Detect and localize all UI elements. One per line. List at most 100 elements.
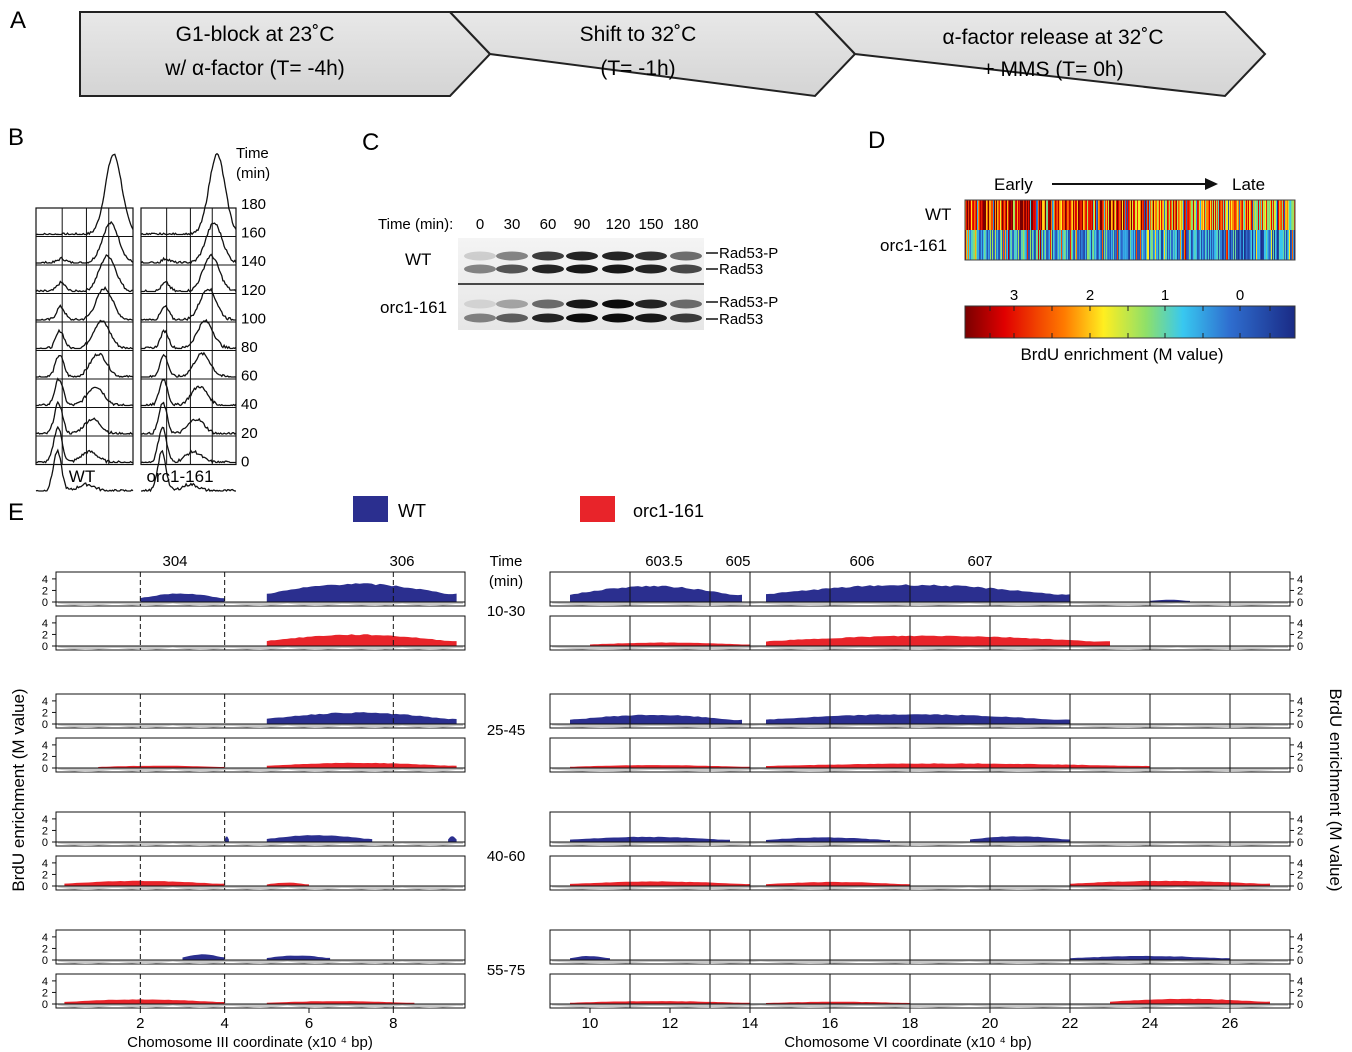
flow-cytometry-profiles bbox=[35, 152, 237, 493]
track-chrIII-wt-3-ytick-0: 0 bbox=[42, 837, 48, 849]
western-time-180: 180 bbox=[673, 216, 698, 233]
tracks-xlabel-left: Chomosome III coordinate (x10 ⁴ bp) bbox=[127, 1034, 373, 1051]
band-orc-rad53-6 bbox=[670, 313, 702, 323]
band-label-rad53p-orc: Rad53-P bbox=[719, 294, 778, 311]
track-chrIII-wt-1-ytick-2: 2 bbox=[42, 585, 48, 597]
track-chrIII-orc-2-ytick-4: 4 bbox=[42, 740, 48, 752]
xtick-chrIII-6: 6 bbox=[305, 1015, 313, 1032]
track-chrVI-orc-4-ytick-2: 2 bbox=[1297, 987, 1303, 999]
track-chrVI-wt-4-ytick-4: 4 bbox=[1297, 932, 1303, 944]
band-wt-rad53-0 bbox=[464, 264, 496, 274]
band-wt-rad53-2 bbox=[532, 264, 564, 274]
tracks-ylabel-right: BrdU enrichment (M value) bbox=[1326, 688, 1345, 891]
track-chrVI-wt-2-ytick-2: 2 bbox=[1297, 707, 1303, 719]
band-orc-rad53-4 bbox=[602, 313, 634, 323]
track-chrIII-orc-2-ytick-0: 0 bbox=[42, 763, 48, 775]
track-chrVI-wt-2-ytick-0: 0 bbox=[1297, 719, 1303, 731]
band-orc-rad53-2 bbox=[532, 313, 564, 323]
band-orc-rad53p-1 bbox=[496, 299, 528, 309]
legend-orc-label: orc1-161 bbox=[633, 501, 704, 521]
band-label-rad53p-wt: Rad53-P bbox=[719, 245, 778, 262]
western-time-values: 0 30 60 90 120 150 180 bbox=[476, 216, 699, 233]
track-chrVI-orc-4-ytick-0: 0 bbox=[1297, 999, 1303, 1011]
band-orc-rad53-1 bbox=[496, 313, 528, 323]
track-chrIII-wt-2: 420 bbox=[42, 693, 466, 731]
brdu-tracks: 4204204204204204204204204204204204204204… bbox=[42, 571, 1303, 1032]
band-orc-rad53p-6 bbox=[670, 299, 702, 309]
flow-time-180: 180 bbox=[241, 196, 266, 213]
track-chrVI-orc-1-ytick-4: 4 bbox=[1297, 618, 1303, 630]
origin-label-606: 606 bbox=[849, 553, 874, 570]
flow-time-label: Time bbox=[236, 145, 269, 162]
xtick-chrVI-24: 24 bbox=[1142, 1015, 1159, 1032]
track-chrIII-wt-3-ytick-4: 4 bbox=[42, 814, 48, 826]
western-time-150: 150 bbox=[638, 216, 663, 233]
xtick-chrVI-12: 12 bbox=[662, 1015, 679, 1032]
track-chrVI-orc-3: 420 bbox=[549, 855, 1303, 893]
track-chrIII-wt-3: 420 bbox=[42, 811, 466, 849]
workflow-step-1-line2: w/ α-factor (T= -4h) bbox=[164, 57, 345, 80]
legend-orc-swatch bbox=[580, 496, 615, 522]
track-chrVI-wt-1-ytick-2: 2 bbox=[1297, 585, 1303, 597]
flow-time-unit: (min) bbox=[236, 165, 270, 182]
western-blot bbox=[458, 238, 704, 330]
panel-letter-a: A bbox=[10, 7, 26, 34]
track-chrIII-orc-4-ytick-0: 0 bbox=[42, 999, 48, 1011]
band-wt-rad53-3 bbox=[566, 264, 598, 274]
panel-letter-d: D bbox=[868, 127, 885, 154]
heatmap-early-label: Early bbox=[994, 175, 1033, 194]
track-chrIII-wt-2-ytick-4: 4 bbox=[42, 696, 48, 708]
flow-time-60: 60 bbox=[241, 368, 258, 385]
scale-tick-2: 2 bbox=[1086, 287, 1094, 304]
track-chrIII-orc-3-ytick-2: 2 bbox=[42, 869, 48, 881]
band-wt-rad53p-5 bbox=[635, 251, 667, 261]
flow-time-140: 140 bbox=[241, 253, 266, 270]
track-chrIII-wt-2-ytick-0: 0 bbox=[42, 719, 48, 731]
track-chrVI-wt-3-ytick-4: 4 bbox=[1297, 814, 1303, 826]
track-chrIII-orc-4-ytick-2: 2 bbox=[42, 987, 48, 999]
xtick-chrVI-18: 18 bbox=[902, 1015, 919, 1032]
band-orc-rad53p-0 bbox=[464, 299, 496, 309]
workflow-step-1-line1: G1-block at 23˚C bbox=[176, 23, 335, 46]
track-chrVI-orc-1: 420 bbox=[549, 615, 1303, 653]
track-chrVI-wt-4-ytick-2: 2 bbox=[1297, 943, 1303, 955]
track-chrIII-wt-2-ytick-2: 2 bbox=[42, 707, 48, 719]
xtick-chrVI-22: 22 bbox=[1062, 1015, 1079, 1032]
track-chrIII-wt-4-ytick-2: 2 bbox=[42, 943, 48, 955]
tracks-xlabel-right: Chomosome VI coordinate (x10 ⁴ bp) bbox=[784, 1034, 1031, 1051]
workflow-step-2-line1: Shift to 32˚C bbox=[580, 23, 697, 46]
track-chrVI-orc-2: 420 bbox=[549, 737, 1303, 775]
tracks-time-unit: (min) bbox=[489, 573, 523, 590]
track-chrIII-orc-3-ytick-4: 4 bbox=[42, 858, 48, 870]
band-orc-rad53p-3 bbox=[566, 299, 598, 309]
track-chrVI-wt-3: 420 bbox=[549, 811, 1303, 849]
track-chrVI-wt-1-ytick-4: 4 bbox=[1297, 574, 1303, 586]
western-time-label: Time (min): bbox=[378, 216, 453, 233]
workflow-arrows: G1-block at 23˚C w/ α-factor (T= -4h) Sh… bbox=[79, 11, 1267, 98]
western-time-30: 30 bbox=[504, 216, 521, 233]
flow-strain-orc: orc1-161 bbox=[146, 467, 213, 486]
xtick-chrVI-20: 20 bbox=[982, 1015, 999, 1032]
band-wt-rad53p-0 bbox=[464, 251, 496, 261]
origin-label-607: 607 bbox=[967, 553, 992, 570]
heatmap-scale-label: BrdU enrichment (M value) bbox=[1020, 345, 1223, 364]
track-chrIII-wt-4-ytick-4: 4 bbox=[42, 932, 48, 944]
track-chrVI-orc-2-ytick-4: 4 bbox=[1297, 740, 1303, 752]
track-chrIII-orc-1-ytick-0: 0 bbox=[42, 641, 48, 653]
track-chrVI-orc-2-ytick-2: 2 bbox=[1297, 751, 1303, 763]
flow-time-160: 160 bbox=[241, 225, 266, 242]
legend-wt-label: WT bbox=[398, 501, 426, 521]
panel-letter-b: B bbox=[8, 124, 24, 151]
western-strain-orc: orc1-161 bbox=[380, 298, 447, 317]
window-label-3: 40-60 bbox=[487, 848, 525, 865]
workflow-step-1 bbox=[79, 11, 492, 97]
track-chrVI-wt-3-ytick-0: 0 bbox=[1297, 837, 1303, 849]
band-orc-rad53p-2 bbox=[532, 299, 564, 309]
track-chrIII-orc-1-ytick-4: 4 bbox=[42, 618, 48, 630]
origin-label-603-5: 603.5 bbox=[645, 553, 683, 570]
track-chrIII-wt-1-ytick-0: 0 bbox=[42, 597, 48, 609]
origin-label-605: 605 bbox=[725, 553, 750, 570]
flow-strain-wt: WT bbox=[69, 467, 95, 486]
track-chrVI-wt-2-ytick-4: 4 bbox=[1297, 696, 1303, 708]
